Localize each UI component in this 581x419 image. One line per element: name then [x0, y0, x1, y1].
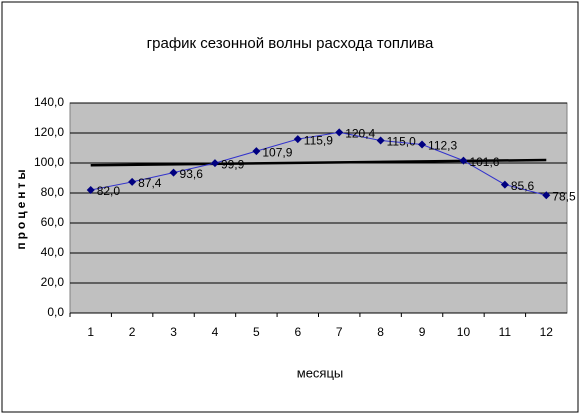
- data-label: 115,0: [387, 135, 416, 149]
- data-label: 112,3: [428, 139, 457, 153]
- y-axis-label: проценты: [14, 166, 28, 249]
- y-tick-label: 20,0: [41, 275, 65, 289]
- y-tick-label: 60,0: [41, 215, 65, 229]
- data-point: [542, 191, 551, 200]
- data-label: 101,6: [469, 155, 499, 169]
- y-tick-label: 0,0: [47, 305, 64, 319]
- data-point: [169, 168, 178, 177]
- data-point: [459, 156, 468, 165]
- data-label: 93,6: [180, 167, 204, 181]
- data-point: [418, 140, 427, 149]
- x-tick-label: 9: [419, 325, 426, 339]
- y-tick-label: 40,0: [41, 245, 65, 259]
- x-tick-label: 7: [336, 325, 343, 339]
- data-label: 107,9: [262, 145, 292, 159]
- x-tick-label: 1: [87, 325, 94, 339]
- data-label: 99,9: [221, 157, 245, 171]
- x-tick-label: 8: [377, 325, 384, 339]
- data-label: 87,4: [138, 176, 162, 190]
- data-label: 82,0: [97, 184, 121, 198]
- data-label: 78,5: [552, 189, 576, 203]
- data-point: [210, 159, 219, 168]
- data-point: [86, 186, 95, 194]
- x-tick-label: 4: [212, 325, 219, 339]
- x-tick-label: 12: [540, 325, 554, 339]
- x-tick-label: 3: [170, 325, 177, 339]
- x-axis-label: месяцы: [297, 365, 344, 380]
- data-point: [500, 180, 509, 189]
- x-tick-label: 2: [129, 325, 136, 339]
- y-tick-label: 120,0: [34, 125, 64, 139]
- data-point: [376, 136, 385, 145]
- series-line: [90, 131, 547, 196]
- data-point: [335, 128, 344, 137]
- chart-title: график сезонной волны расхода топлива: [147, 35, 434, 52]
- plot-area: [69, 102, 568, 314]
- data-label: 85,6: [511, 179, 535, 193]
- x-tick-label: 6: [294, 325, 301, 339]
- y-tick-label: 100,0: [34, 155, 64, 169]
- data-point: [252, 147, 261, 156]
- data-point: [128, 177, 137, 186]
- x-tick-label: 10: [457, 325, 471, 339]
- x-tick-label: 11: [499, 325, 512, 339]
- data-point: [293, 135, 302, 144]
- data-label: 120,4: [345, 127, 375, 141]
- y-tick-label: 140,0: [34, 95, 64, 109]
- trendline: [90, 158, 547, 167]
- x-tick-label: 5: [253, 325, 260, 339]
- data-label: 115,9: [304, 133, 333, 147]
- y-tick-label: 80,0: [41, 185, 65, 199]
